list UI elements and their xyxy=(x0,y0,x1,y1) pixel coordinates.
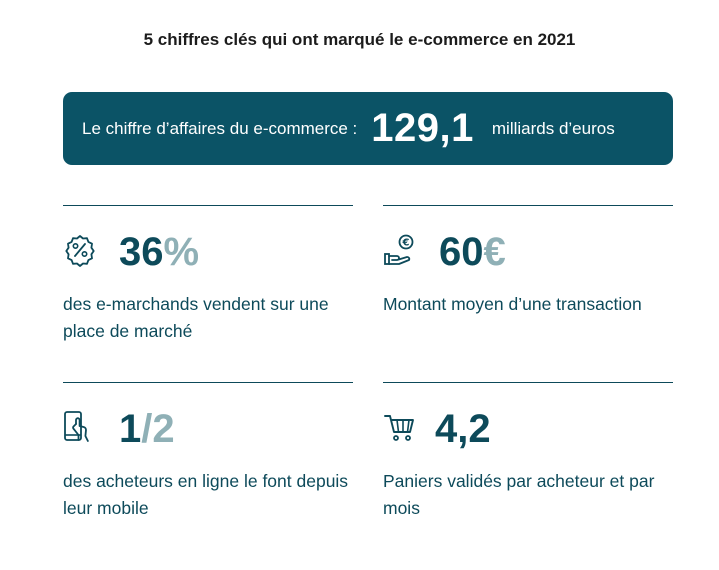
page-title: 5 chiffres clés qui ont marqué le e-comm… xyxy=(143,30,576,49)
revenue-banner: Le chiffre d’affaires du e-commerce : 12… xyxy=(63,92,673,165)
percent-badge-icon xyxy=(65,235,95,267)
revenue-label: Le chiffre d’affaires du e-commerce : xyxy=(82,118,358,138)
euro-hand-icon: € xyxy=(384,234,414,265)
shopping-cart-icon xyxy=(384,415,414,441)
stat-description: des acheteurs en ligne le font depuis le… xyxy=(63,471,349,518)
stat-description: Montant moyen d’une transaction xyxy=(383,294,642,314)
svg-text:€: € xyxy=(402,238,410,249)
stat-value: 1/2 xyxy=(119,407,175,451)
stat-value: 36% xyxy=(119,230,200,274)
revenue-value: 129,1 xyxy=(371,106,474,150)
stat-value: 60€ xyxy=(439,230,506,274)
divider xyxy=(383,382,673,383)
divider xyxy=(383,205,673,206)
stat-description: Paniers validés par acheteur et par mois xyxy=(383,471,655,518)
revenue-unit: milliards d’euros xyxy=(491,118,615,138)
stat-description: des e-marchands vendent sur une place de… xyxy=(63,294,329,341)
divider xyxy=(63,382,353,383)
divider xyxy=(63,205,353,206)
mobile-tap-icon xyxy=(64,411,89,442)
stat-value: 4,2 xyxy=(435,407,491,451)
